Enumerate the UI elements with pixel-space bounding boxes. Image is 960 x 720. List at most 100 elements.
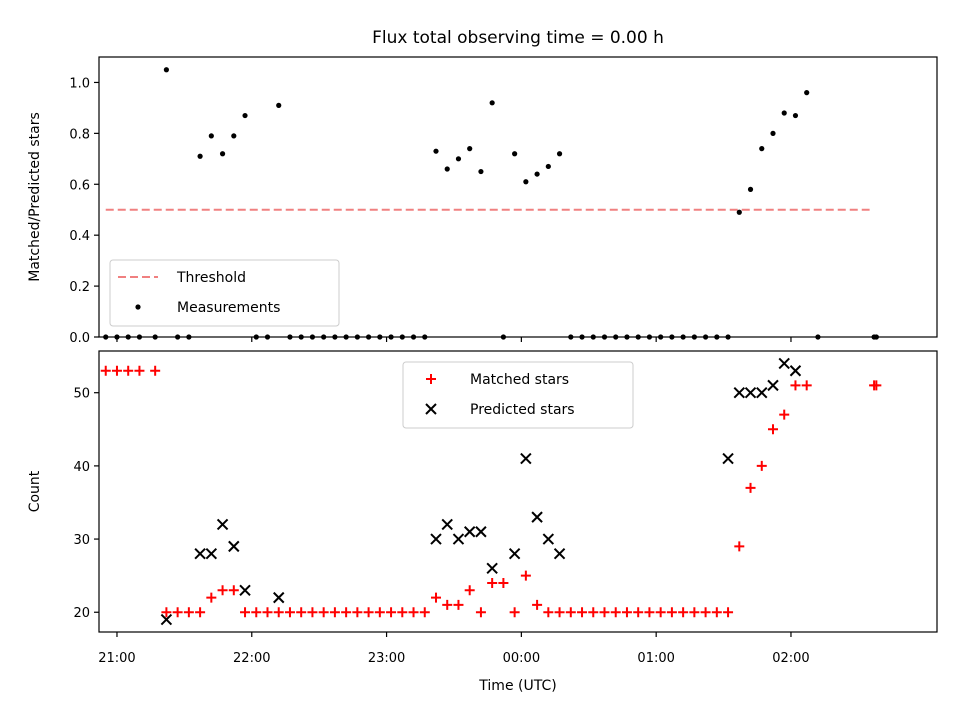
top-dot-point [163,67,169,73]
bottom-plus-point [195,607,206,618]
bottom-cross-point [160,613,173,626]
bottom-plus-point [183,607,194,618]
bottom-plus-point [374,607,385,618]
bottom-plus-point [150,365,161,376]
bottom-plus-point [217,585,228,596]
bottom-plus-point [779,409,790,420]
x-tick-label: 21:00 [98,651,135,666]
bottom-plus-point [577,607,588,618]
bottom-plus-point [871,380,882,391]
top-dot-point [489,100,495,106]
bottom-cross-point [542,533,555,545]
bottom-plus-point [475,607,486,618]
bottom-plus-point [700,607,711,618]
top-dot-point [781,110,787,116]
bottom-cross-point [463,526,476,538]
top-dot-point [804,90,810,96]
top-y-axis-label: Matched/Predicted stars [27,112,43,282]
bottom-cross-point [273,591,285,604]
y-tick-label: 0.6 [69,178,90,193]
bottom-cross-point [205,547,218,560]
top-dot-point [534,171,540,177]
legend-marker-swatch [135,304,141,310]
top-dot-point [478,168,484,175]
bottom-cross-point [486,562,498,575]
bottom-plus-point [284,607,295,618]
legend-label: Predicted stars [470,402,575,418]
bottom-plus-point [453,599,464,610]
bottom-plus-point [363,607,374,618]
bottom-cross-point [430,533,442,545]
legend-box [402,361,634,429]
bottom-plus-point [172,607,183,618]
top-dot-point [770,130,776,136]
bottom-plus-point [100,365,111,376]
bottom-plus-point [240,607,251,618]
top-dot-point [433,148,439,154]
bottom-panel: 20 30 40 50 21:00 22:00 23:00 00:00 01:00 02:00 Co… [27,350,938,666]
top-axes-frame [98,56,938,338]
top-dot-point [747,186,754,192]
bottom-plus-point [689,607,700,618]
y-tick-label: 20 [73,606,90,621]
bottom-plus-point [599,607,610,618]
bottom-plus-point [419,607,430,618]
x-tick-label: 00:00 [503,651,540,666]
bottom-cross-point [239,584,251,596]
bottom-plus-point [352,607,363,618]
bottom-plus-point [711,607,722,618]
y-tick-label: 40 [73,460,90,475]
bottom-plus-point [633,607,644,618]
top-panel: 0.0 0.2 0.4 0.6 0.8 1.0 Matched/Predicted star… [27,56,938,346]
bottom-cross-point [767,379,779,392]
y-tick-label: 50 [73,387,90,402]
bottom-plus-point [554,607,565,618]
top-dot-point [208,133,214,139]
top-legend: Threshold Measurements [109,259,340,327]
legend-marker-swatch [425,403,437,415]
y-tick-label: 0.0 [69,331,90,346]
bottom-plus-point [767,424,778,435]
bottom-plus-point [228,585,239,596]
bottom-plus-point [745,482,756,493]
x-tick-label: 22:00 [233,651,270,666]
bottom-plus-point [161,607,172,618]
bottom-cross-point [194,547,206,560]
top-dot-point [512,151,518,157]
bottom-plus-point [318,607,329,618]
bottom-plus-point [341,607,352,618]
y-tick-label: 0.4 [69,229,90,244]
chart-title: Flux total observing time = 0.00 h [372,28,664,48]
bottom-plus-point [543,607,554,618]
top-dot-point [455,156,462,162]
bottom-cross-point [228,540,240,553]
top-dot-point [242,112,248,119]
bottom-plus-point [610,607,621,618]
legend-label: Matched stars [470,372,569,388]
bottom-plus-point [408,607,419,618]
y-tick-label: 1.0 [69,76,90,91]
bottom-series-predicted-stars [160,357,802,626]
x-tick-label: 02:00 [772,651,809,666]
top-dot-point [444,166,450,172]
legend-box [109,259,340,327]
bottom-plus-point [251,607,262,618]
bottom-plus-point [386,607,397,618]
bottom-cross-point [553,547,566,560]
legend-marker-swatch [426,374,436,384]
bottom-series-matched-stars [100,365,882,618]
bottom-cross-point [722,452,734,465]
bottom-plus-point [296,607,307,618]
top-dot-point [219,151,226,157]
bottom-plus-point [273,607,284,618]
bottom-cross-point [508,547,521,560]
legend-entry: Threshold [118,270,246,286]
bottom-plus-point [520,570,531,581]
bottom-cross-point [441,518,453,531]
x-tick-label: 01:00 [637,651,674,666]
y-tick-label: 0.8 [69,127,90,142]
bottom-plus-point [329,607,340,618]
top-dot-point [736,209,742,215]
bottom-axes-frame [98,350,938,633]
